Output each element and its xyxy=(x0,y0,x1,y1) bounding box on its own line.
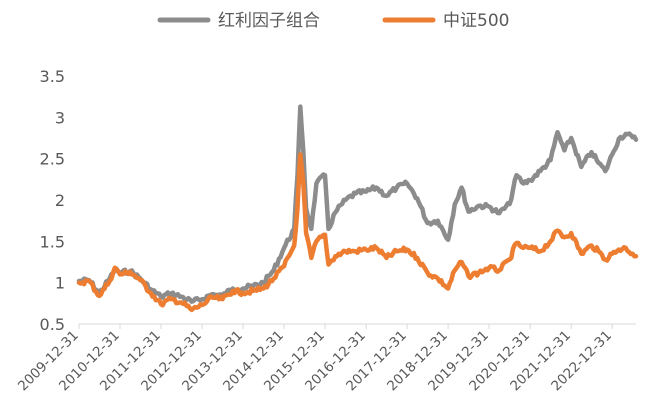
legend-label-csi500: 中证500 xyxy=(443,11,509,31)
y-tick-label: 2 xyxy=(55,191,65,210)
legend-item-csi500: 中证500 xyxy=(382,11,509,31)
y-tick-label: 3.5 xyxy=(40,67,65,86)
y-tick-label: 2.5 xyxy=(40,150,65,169)
y-tick-label: 0.5 xyxy=(40,315,65,334)
legend-label-dividend-portfolio: 红利因子组合 xyxy=(218,11,320,31)
y-tick-label: 1 xyxy=(55,274,65,293)
legend-item-dividend-portfolio: 红利因子组合 xyxy=(157,11,320,31)
y-tick-label: 3 xyxy=(55,108,65,127)
x-axis: 2009-12-312010-12-312011-12-312012-12-31… xyxy=(15,323,636,394)
plot-area xyxy=(76,104,639,313)
y-tick-label: 1.5 xyxy=(40,232,65,251)
y-axis: 0.5 1 1.5 2 2.5 3 3.5 xyxy=(40,67,65,334)
series-line-1 xyxy=(76,152,639,313)
legend: 红利因子组合 中证500 xyxy=(157,11,509,31)
series-line-0 xyxy=(76,104,639,304)
